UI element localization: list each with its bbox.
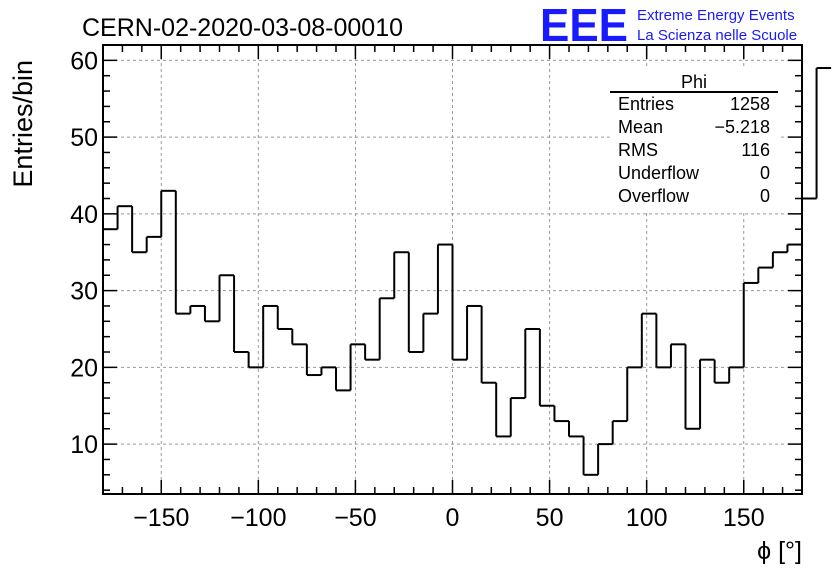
x-tick-label: −100 [230, 504, 286, 532]
y-tick-label: 50 [70, 124, 98, 152]
x-axis-label: ϕ [°] [757, 537, 802, 565]
x-tick-label: 50 [536, 504, 564, 532]
stats-row-label: Overflow [618, 186, 690, 206]
stats-row-value: −5.218 [714, 117, 770, 137]
y-axis-label: Entries/bin [8, 60, 38, 188]
stats-box-rows: Entries 1258 Mean −5.218 RMS 116 Underflow 0 Ove… [618, 94, 770, 206]
stats-row-value: 0 [760, 163, 770, 183]
stats-row-value: 116 [741, 140, 770, 160]
x-tick-label: −150 [133, 504, 189, 532]
stats-box-title: Phi [681, 72, 707, 92]
y-tick-label: 40 [70, 201, 98, 229]
y-tick-label: 20 [70, 354, 98, 382]
stats-row-value: 0 [760, 186, 770, 206]
stats-row-label: Entries [618, 94, 674, 114]
stats-box: Phi Entries 1258 Mean −5.218 RMS 116 Underflow… [610, 68, 780, 210]
y-tick-label: 60 [70, 47, 98, 75]
stats-row-value: 1258 [730, 94, 770, 114]
stats-row-label: Mean [618, 117, 663, 137]
eee-logo-mark: EEE [540, 0, 628, 51]
x-tick-label: −50 [334, 504, 376, 532]
x-tick-label: 100 [626, 504, 668, 532]
x-tick-label: 0 [446, 504, 460, 532]
eee-logo: EEE Extreme Energy Events La Scienza nel… [540, 0, 797, 51]
axis-ticks: −150 −100 −50 0 50 100 150 10 20 30 40 50 60 [70, 44, 803, 532]
stats-row-label: RMS [618, 140, 658, 160]
y-tick-label: 30 [70, 278, 98, 306]
run-title: CERN-02-2020-03-08-00010 [82, 14, 403, 42]
stats-row-label: Underflow [618, 163, 700, 183]
eee-logo-line1: Extreme Energy Events [637, 7, 795, 24]
x-tick-label: 150 [723, 504, 765, 532]
y-tick-label: 10 [70, 431, 98, 459]
histogram-series [103, 67, 832, 476]
eee-logo-line2: La Scienza nelle Scuole [637, 27, 797, 44]
